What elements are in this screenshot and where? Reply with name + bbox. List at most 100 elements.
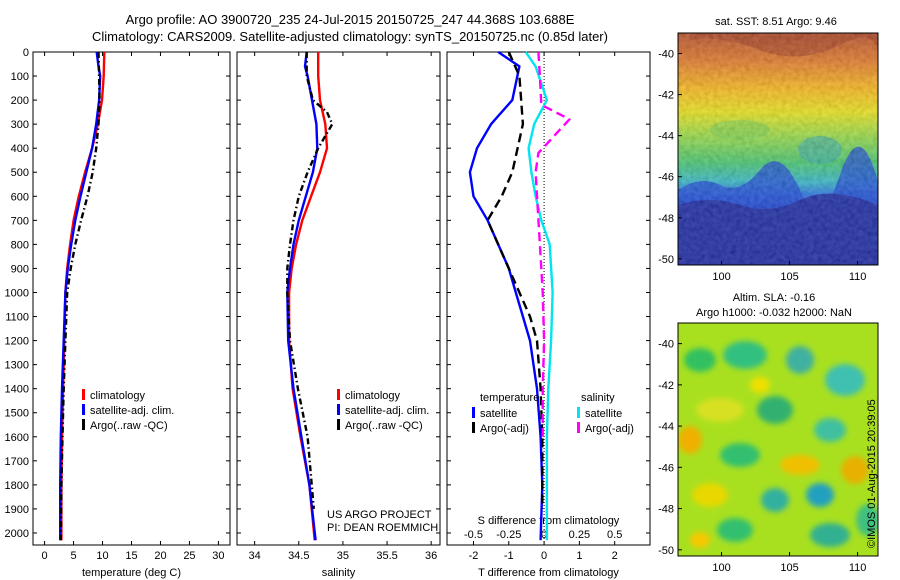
depth-tick-label: 2000 — [5, 528, 29, 540]
legend-label: satellite — [480, 408, 517, 420]
depth-tick-label: 1700 — [5, 456, 29, 468]
sla-map-ytick-label: -44 — [658, 421, 674, 433]
difference-series-argo-adj- — [486, 51, 544, 509]
legend-label: climatology — [90, 390, 146, 402]
difference-xtick-label: 2 — [612, 550, 618, 562]
depth-tick-label: 1100 — [5, 312, 29, 324]
legend-swatch — [82, 419, 85, 430]
sst-map-ytick-label: -50 — [658, 254, 674, 266]
depth-tick-label: 1400 — [5, 384, 29, 396]
temperature-xtick-label: 5 — [70, 550, 76, 562]
sla-map-xtick-label: 110 — [849, 562, 867, 574]
imos-stamp-text: ©IMOS 01-Aug-2015 20:39:05 — [866, 399, 878, 548]
salinity-axes-frame — [236, 51, 441, 546]
legend-label: Argo(..raw -QC) — [345, 420, 423, 432]
sla-map-ytick-label: -48 — [658, 504, 674, 516]
sla-map-ytick-label: -42 — [658, 380, 674, 392]
temperature-xtick-label: 15 — [125, 550, 137, 562]
legend-swatch — [82, 404, 85, 415]
depth-tick-label: 400 — [11, 143, 29, 155]
legend-swatch — [577, 407, 580, 418]
salinity-xtick-label: 34 — [249, 550, 261, 562]
salinity-panel: 34 34.5 35 35.5 36 salinity climatology satelli… — [236, 51, 441, 579]
sla-map-frame — [677, 322, 879, 557]
legend-label: climatology — [345, 390, 401, 402]
sst-map-ytick-label: -46 — [658, 172, 674, 184]
depth-tick-label: 1500 — [5, 408, 29, 420]
depth-tick-label: 0 — [23, 47, 29, 59]
difference-xtick-label: -2 — [469, 550, 479, 562]
salinity-xtick-label: 35 — [337, 550, 349, 562]
temperature-panel: 0100200300400500600700800900100011001200… — [5, 47, 231, 579]
sla-map-ytick-label: -46 — [658, 462, 674, 474]
temperature-series-satellite-adj-clim- — [59, 51, 102, 541]
temperature-xlabel: temperature (deg C) — [82, 567, 181, 579]
depth-tick-label: 200 — [11, 95, 29, 107]
sst-map-ytick-label: -42 — [658, 90, 674, 102]
sla-map: Altim. SLA: -0.16 Argo h1000: -0.032 h20… — [658, 292, 879, 574]
legend-swatch — [337, 419, 340, 430]
sst-map-ytick-label: -48 — [658, 213, 674, 225]
sst-map-xtick-label: 110 — [849, 271, 867, 283]
sla-map-xtick-label: 105 — [780, 562, 798, 574]
sst-map-ytick-label: -40 — [658, 49, 674, 61]
legend-label: Argo(..raw -QC) — [90, 420, 168, 432]
sst-map: sat. SST: 8.51 Argo: 9.46 100 105 110 -40 -4… — [658, 16, 879, 283]
salinity-xlabel: salinity — [322, 567, 356, 579]
legend-label: Argo(-adj) — [480, 423, 529, 435]
sla-map-image — [678, 323, 878, 556]
depth-tick-label: 1800 — [5, 480, 29, 492]
legend-swatch — [337, 389, 340, 400]
sal-diff-tick-label: 0.25 — [569, 529, 590, 541]
temperature-xtick-label: 25 — [183, 550, 195, 562]
depth-tick-label: 700 — [11, 215, 29, 227]
figure-title-line1: Argo profile: AO 3900720_235 24-Jul-2015… — [125, 12, 575, 27]
sal-diff-tick-label: -0.5 — [464, 529, 483, 541]
depth-tick-label: 600 — [11, 191, 29, 203]
depth-tick-label: 300 — [11, 119, 29, 131]
salinity-xtick-label: 35.5 — [376, 550, 397, 562]
sst-map-xtick-label: 105 — [780, 271, 798, 283]
difference-panel: -2 -1 0 1 2 T difference from climatology S di… — [446, 51, 651, 579]
sla-map-ytick-label: -50 — [658, 545, 674, 557]
depth-tick-label: 1200 — [5, 336, 29, 348]
legend-swatch — [337, 404, 340, 415]
depth-tick-label: 100 — [11, 71, 29, 83]
sst-map-xtick-label: 100 — [712, 271, 730, 283]
legend-header-salinity: salinity — [581, 392, 615, 404]
sla-map-ytick-label: -40 — [658, 339, 674, 351]
depth-tick-label: 1000 — [5, 287, 29, 299]
difference-xtick-label: -1 — [504, 550, 514, 562]
difference-xlabel: T difference from climatology — [478, 567, 619, 579]
depth-tick-label: 500 — [11, 167, 29, 179]
difference-axes-frame — [446, 51, 651, 546]
legend-label: Argo(-adj) — [585, 423, 634, 435]
legend-swatch — [82, 389, 85, 400]
legend-label: satellite — [585, 408, 622, 420]
sst-map-ytick-label: -44 — [658, 131, 674, 143]
sst-map-frame — [677, 32, 879, 266]
salinity-xtick-label: 34.5 — [288, 550, 309, 562]
project-credit: US ARGO PROJECT — [327, 509, 432, 521]
legend-label: satellite-adj. clim. — [345, 405, 429, 417]
sal-diff-tick-label: 0.5 — [607, 529, 622, 541]
pi-credit: PI: DEAN ROEMMICH — [327, 522, 438, 534]
temperature-xtick-label: 10 — [96, 550, 108, 562]
figure-title-line2: Climatology: CARS2009. Satellite-adjuste… — [92, 29, 608, 44]
legend-header-temperature: temperature — [480, 392, 539, 404]
depth-tick-label: 1900 — [5, 504, 29, 516]
salinity-series-argo-raw-qc- — [286, 52, 334, 510]
temperature-xtick-label: 30 — [212, 550, 224, 562]
legend-swatch — [577, 422, 580, 433]
depth-tick-label: 800 — [11, 239, 29, 251]
sst-map-axes: 100 105 110 -40 -42 -44 -46 -48 -50 — [658, 49, 866, 283]
depth-tick-label: 1300 — [5, 360, 29, 372]
difference-xtick-label: 0 — [541, 550, 547, 562]
difference-series-satellite — [524, 51, 554, 541]
temperature-xtick-label: 0 — [42, 550, 48, 562]
sla-map-xtick-label: 100 — [712, 562, 730, 574]
sla-map-axes: 100 105 110 -40 -42 -44 -46 -48 -50 — [658, 339, 866, 574]
salinity-xtick-label: 36 — [425, 550, 437, 562]
sla-label-line1: Altim. SLA: -0.16 — [733, 292, 816, 304]
